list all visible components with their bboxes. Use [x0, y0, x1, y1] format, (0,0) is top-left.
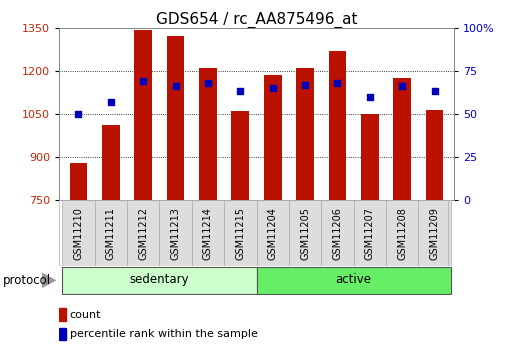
- Point: [74, 111, 83, 117]
- Bar: [256, 200, 289, 266]
- Point: [301, 82, 309, 87]
- Text: percentile rank within the sample: percentile rank within the sample: [70, 329, 258, 339]
- Text: GSM11209: GSM11209: [429, 207, 440, 259]
- Text: GSM11211: GSM11211: [106, 207, 116, 259]
- Point: [107, 99, 115, 105]
- Text: protocol: protocol: [3, 274, 51, 287]
- Text: sedentary: sedentary: [130, 273, 189, 286]
- Bar: [353, 200, 386, 266]
- Bar: [321, 200, 353, 266]
- Point: [236, 89, 244, 94]
- Point: [269, 85, 277, 91]
- Point: [366, 94, 374, 99]
- Bar: [393, 78, 411, 200]
- Text: GSM11208: GSM11208: [397, 207, 407, 259]
- Text: GSM11207: GSM11207: [365, 207, 375, 260]
- Bar: [231, 111, 249, 200]
- Text: GSM11213: GSM11213: [170, 207, 181, 259]
- Bar: [94, 200, 127, 266]
- Bar: [62, 267, 256, 294]
- Text: GSM11206: GSM11206: [332, 207, 343, 259]
- Point: [398, 83, 406, 89]
- Text: GSM11204: GSM11204: [268, 207, 278, 259]
- Bar: [264, 75, 282, 200]
- Bar: [328, 51, 346, 200]
- Bar: [289, 200, 321, 266]
- Text: active: active: [336, 273, 371, 286]
- Point: [171, 83, 180, 89]
- Text: GSM11210: GSM11210: [73, 207, 84, 259]
- Bar: [102, 125, 120, 200]
- Point: [139, 78, 147, 84]
- Bar: [361, 114, 379, 200]
- Bar: [59, 308, 66, 321]
- Point: [333, 80, 342, 86]
- Text: GSM11214: GSM11214: [203, 207, 213, 259]
- Text: GSM11205: GSM11205: [300, 207, 310, 260]
- Bar: [296, 68, 314, 200]
- Bar: [386, 200, 419, 266]
- Polygon shape: [42, 273, 56, 288]
- Bar: [160, 200, 192, 266]
- Bar: [256, 267, 451, 294]
- Bar: [59, 328, 66, 340]
- Bar: [192, 200, 224, 266]
- Bar: [167, 36, 185, 200]
- Point: [430, 89, 439, 94]
- Bar: [426, 110, 443, 200]
- Bar: [419, 200, 451, 266]
- Bar: [134, 30, 152, 200]
- Text: GSM11212: GSM11212: [138, 207, 148, 260]
- Bar: [199, 68, 217, 200]
- Bar: [70, 163, 87, 200]
- Bar: [127, 200, 160, 266]
- Point: [204, 80, 212, 86]
- Bar: [224, 200, 256, 266]
- Text: count: count: [70, 310, 101, 319]
- Bar: [62, 200, 94, 266]
- Title: GDS654 / rc_AA875496_at: GDS654 / rc_AA875496_at: [156, 11, 357, 28]
- Text: GSM11215: GSM11215: [235, 207, 245, 260]
